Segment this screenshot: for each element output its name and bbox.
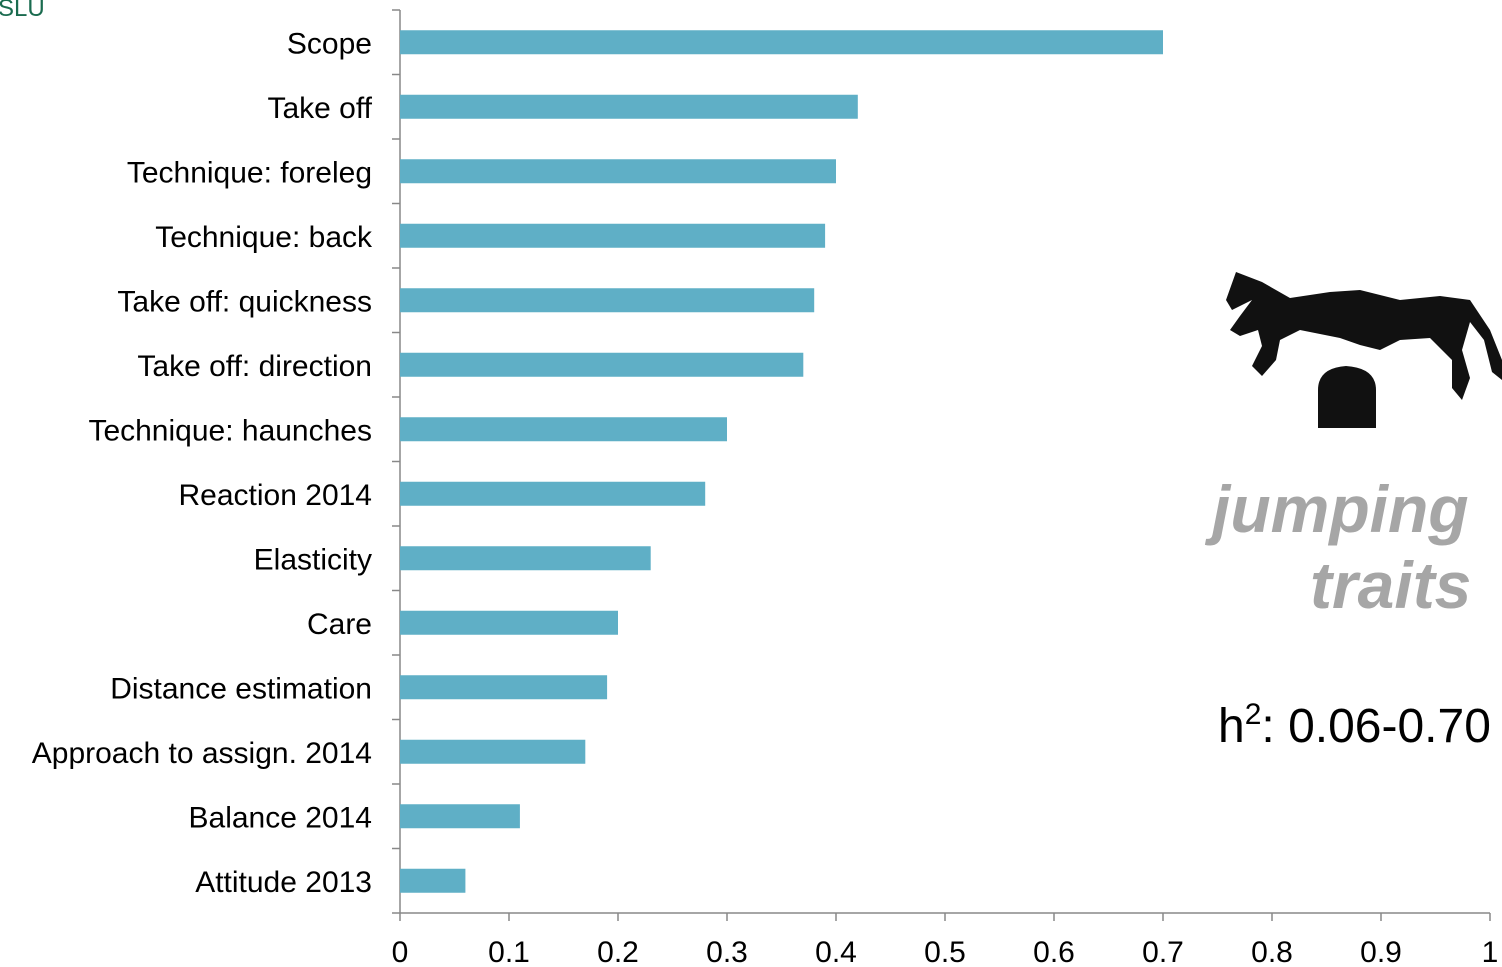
y-tick-label: Distance estimation	[110, 672, 372, 705]
y-tick-label: Take off	[267, 92, 372, 125]
annotation-title: traits	[1310, 548, 1471, 622]
y-tick-label: Elasticity	[254, 543, 372, 576]
bar	[400, 352, 804, 377]
y-tick-label: Balance 2014	[189, 801, 373, 834]
bar	[400, 610, 618, 635]
y-tick-label: Reaction 2014	[179, 479, 372, 512]
horse-icon	[1226, 272, 1502, 428]
x-tick-label: 0.2	[597, 936, 639, 967]
x-tick-label: 0.5	[924, 936, 966, 967]
bar	[400, 675, 608, 700]
bar	[400, 739, 586, 764]
bar	[400, 481, 706, 506]
y-tick-label: Attitude 2013	[195, 866, 372, 899]
superscript: 2	[1245, 698, 1262, 731]
bar	[400, 417, 727, 442]
y-tick-label: Scope	[287, 27, 372, 60]
x-tick-label: 0.1	[488, 936, 530, 967]
bar	[400, 30, 1163, 55]
h-symbol: h	[1218, 700, 1245, 753]
x-tick-label: 0.9	[1360, 936, 1402, 967]
range-text: : 0.06-0.70	[1261, 700, 1491, 753]
bar	[400, 159, 836, 184]
x-tick-label: 1	[1482, 936, 1499, 967]
y-tick-label: Care	[307, 608, 372, 641]
x-tick-label: 0.7	[1142, 936, 1184, 967]
bar	[400, 546, 651, 571]
bar	[400, 868, 466, 893]
logo: SLU	[0, 0, 45, 22]
bar	[400, 94, 858, 119]
bar	[400, 804, 520, 829]
annotation-title: jumping	[1204, 472, 1469, 546]
y-tick-label: Take off: direction	[137, 350, 372, 383]
x-tick-label: 0.3	[706, 936, 748, 967]
heritability-note: h2: 0.06-0.70	[1218, 698, 1491, 753]
x-tick-label: 0.8	[1251, 936, 1293, 967]
y-tick-label: Approach to assign. 2014	[32, 737, 372, 770]
y-tick-label: Technique: haunches	[88, 414, 372, 447]
y-tick-label: Technique: back	[155, 221, 373, 254]
x-tick-label: 0.6	[1033, 936, 1075, 967]
bar	[400, 223, 826, 248]
bar	[400, 288, 815, 313]
x-tick-label: 0	[392, 936, 409, 967]
y-tick-label: Technique: foreleg	[127, 156, 372, 189]
x-tick-label: 0.4	[815, 936, 857, 967]
y-tick-label: Take off: quickness	[117, 285, 372, 318]
